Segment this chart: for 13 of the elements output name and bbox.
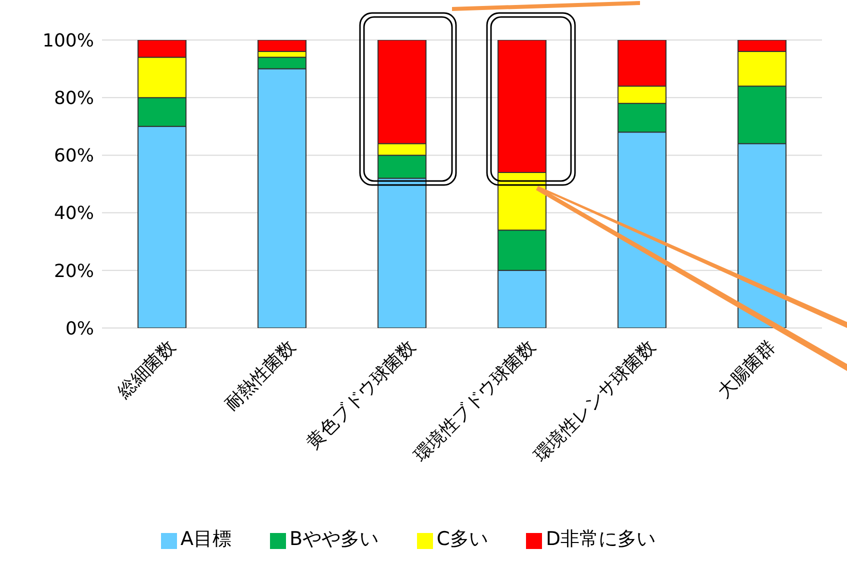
x-tick-label: 大腸菌群: [714, 336, 780, 402]
y-tick-label: 20%: [54, 260, 94, 282]
y-tick-label: 0%: [65, 318, 94, 340]
legend-label: D非常に多い: [546, 528, 656, 550]
y-tick-label: 40%: [54, 203, 94, 224]
legend-label: A目標: [180, 528, 232, 550]
y-tick-label: 80%: [54, 88, 94, 109]
y-tick-label: 100%: [42, 30, 94, 52]
legend-label: C多い: [436, 528, 488, 550]
legend-label: Bやや多い: [290, 528, 379, 550]
y-tick-label: 60%: [54, 146, 94, 167]
x-tick-label: 耐熱性菌数: [221, 336, 300, 416]
x-tick-label: 総細菌数: [113, 336, 180, 404]
